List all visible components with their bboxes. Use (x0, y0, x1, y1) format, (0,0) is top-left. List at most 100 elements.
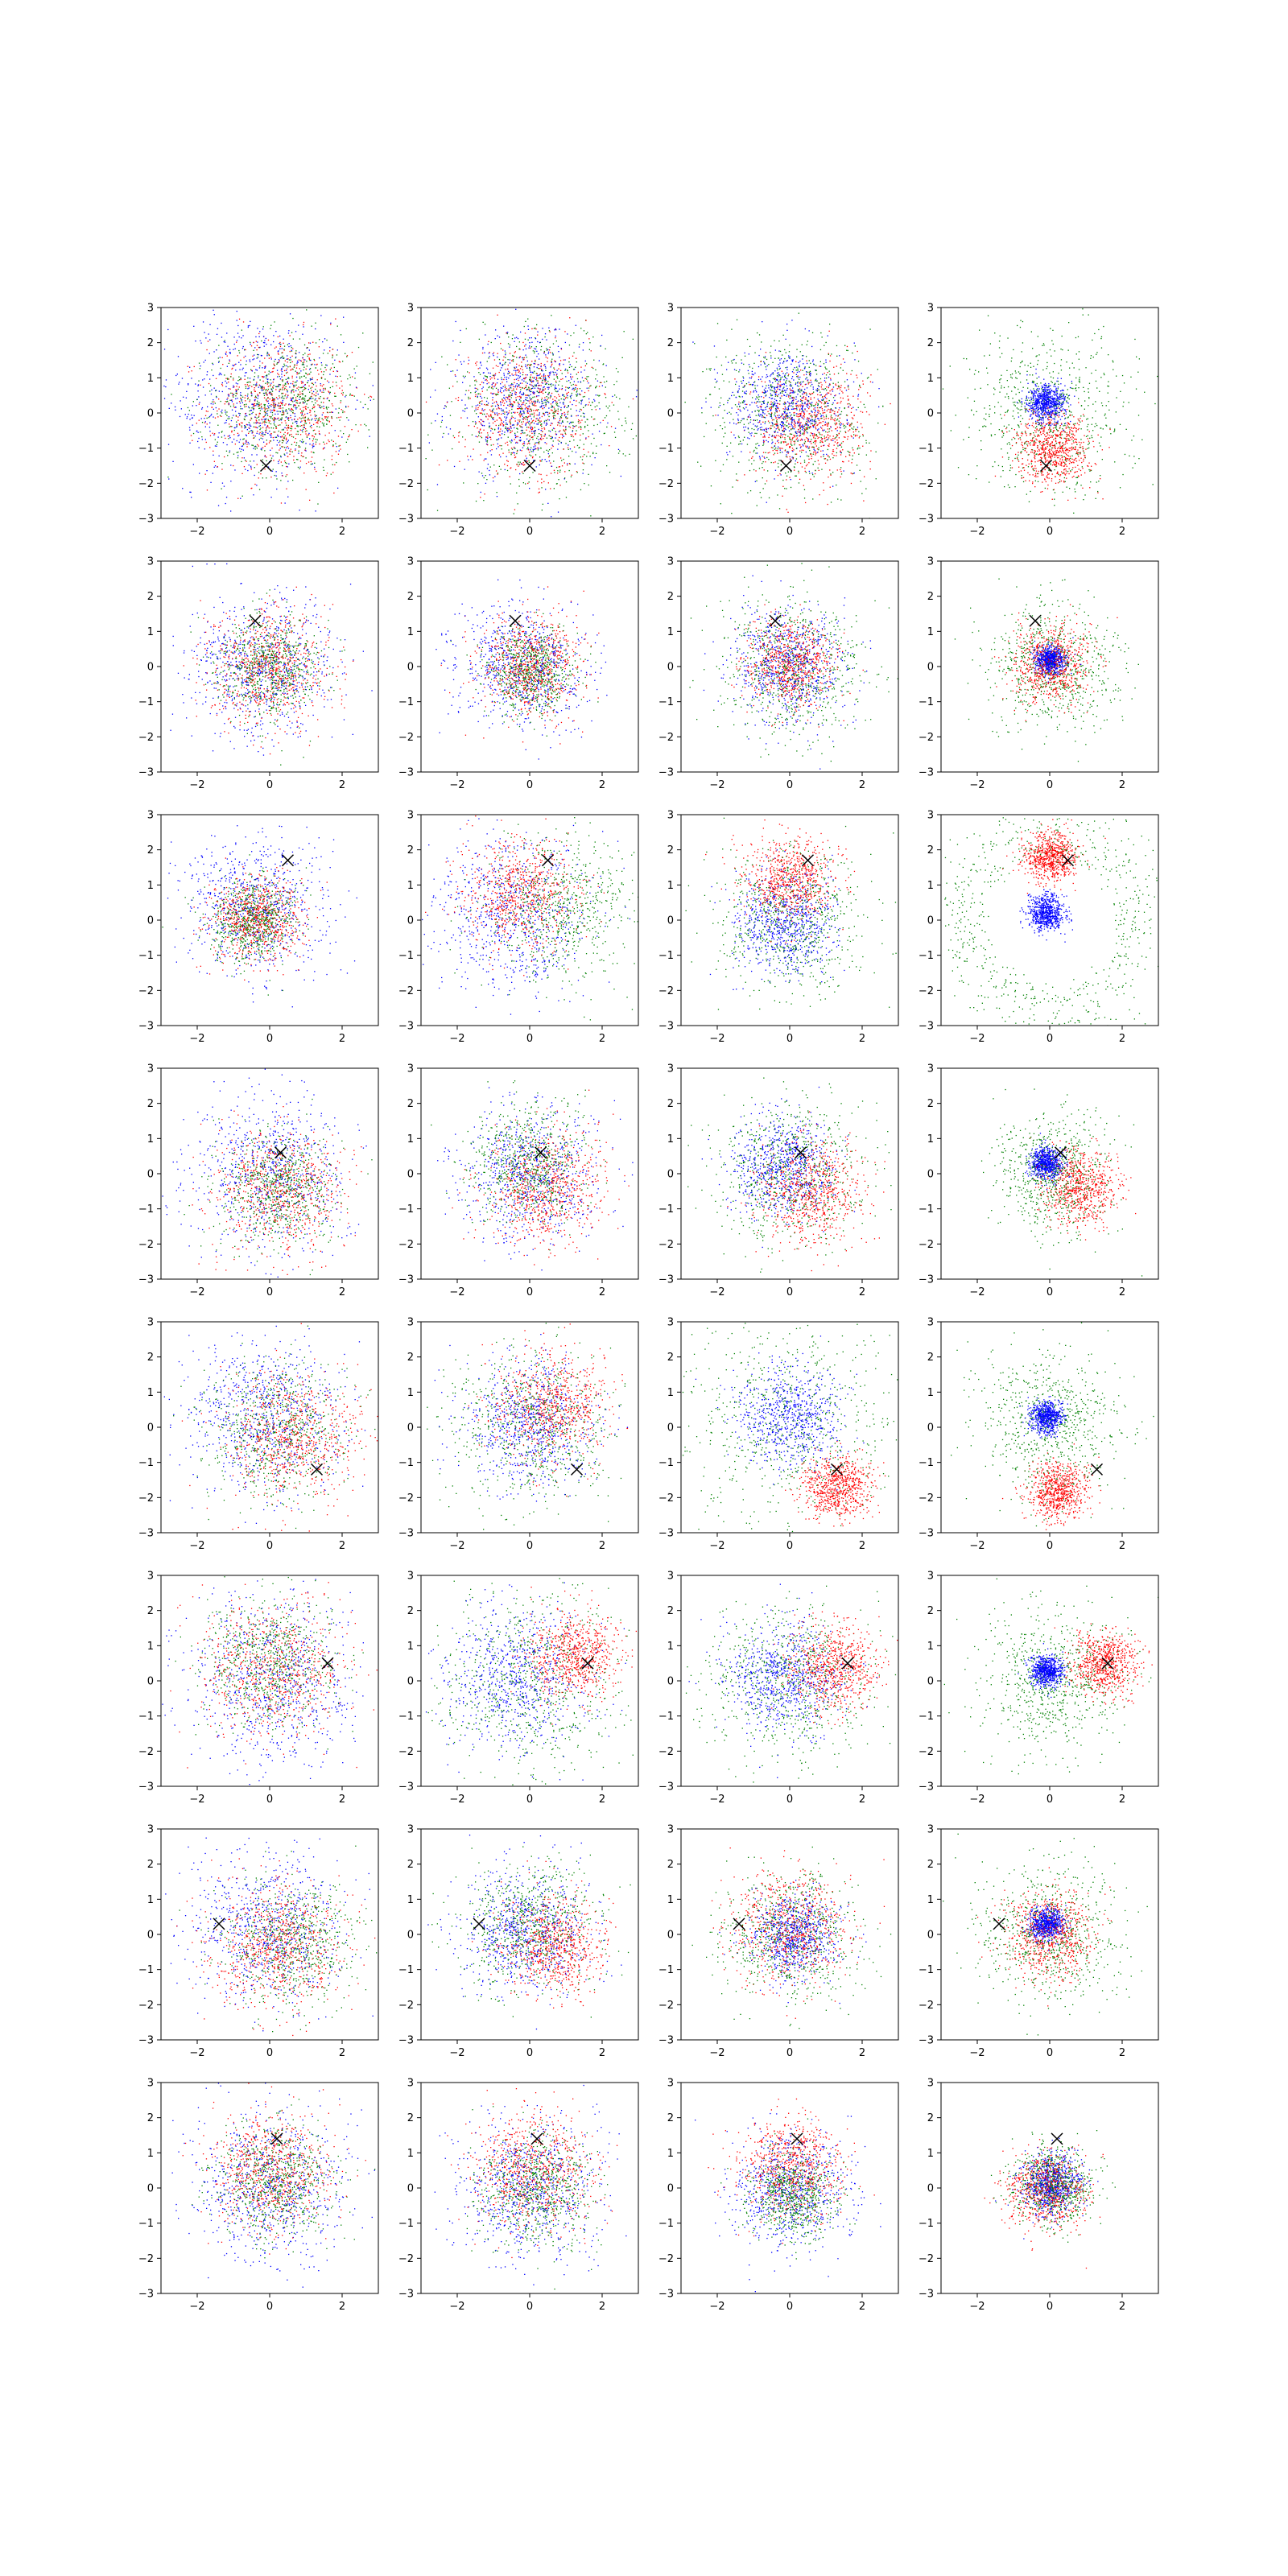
scatter-point (586, 333, 587, 334)
scatter-point (475, 380, 476, 381)
scatter-point (484, 477, 485, 478)
scatter-point (451, 371, 452, 372)
scatter-point (791, 378, 792, 379)
scatter-point (553, 427, 554, 428)
scatter-point (198, 438, 199, 439)
scatter-point (320, 421, 321, 422)
scatter-point (592, 453, 593, 454)
scatter-point (769, 380, 770, 381)
scatter-point (536, 378, 537, 379)
scatter-point (514, 337, 515, 338)
scatter-point (487, 468, 488, 469)
scatter-point (323, 388, 324, 389)
scatter-point (285, 432, 286, 433)
scatter-point (296, 459, 297, 460)
scatter-point (517, 386, 518, 387)
scatter-point (798, 406, 799, 407)
scatter-point (278, 414, 279, 415)
scatter-point (314, 430, 315, 431)
scatter-point (519, 387, 520, 388)
scatter-point (331, 416, 332, 417)
scatter-point (554, 408, 555, 409)
scatter-point (519, 419, 520, 420)
scatter-point (240, 413, 241, 414)
scatter-point (281, 419, 282, 420)
scatter-point (789, 426, 790, 427)
axes-frame (421, 308, 638, 518)
scatter-point (291, 350, 292, 351)
scatter-point (309, 357, 310, 358)
scatter-point (186, 391, 187, 392)
scatter-point (485, 439, 486, 440)
scatter-point (577, 378, 578, 379)
scatter-point (251, 413, 252, 414)
scatter-point (521, 422, 522, 423)
scatter-point (349, 435, 350, 436)
scatter-point (492, 428, 493, 429)
scatter-point (574, 447, 575, 448)
scatter-point (498, 431, 499, 432)
scatter-point (323, 384, 324, 385)
scatter-point (595, 457, 596, 458)
scatter-point (488, 357, 489, 358)
scatter-point (306, 489, 307, 490)
scatter-point (775, 443, 776, 444)
scatter-point (303, 367, 304, 368)
scatter-point (254, 397, 255, 398)
scatter-point (316, 364, 317, 365)
scatter-point (561, 389, 562, 390)
scatter-point (268, 419, 269, 420)
scatter-point (300, 409, 301, 410)
scatter-point (202, 379, 203, 380)
scatter-point (494, 378, 495, 379)
scatter-point (358, 347, 359, 348)
scatter-point (551, 410, 552, 411)
scatter-point (736, 480, 737, 481)
scatter-point (801, 411, 802, 412)
scatter-point (291, 408, 292, 409)
scatter-point (519, 425, 520, 426)
scatter-point (363, 407, 364, 408)
scatter-point (289, 454, 290, 455)
scatter-point (355, 424, 356, 425)
scatter-point (267, 381, 268, 382)
scatter-point (535, 421, 536, 422)
scatter-point (258, 387, 259, 388)
scatter-point (763, 461, 764, 462)
scatter-point (267, 352, 268, 353)
scatter-point (293, 386, 294, 387)
scatter-point (226, 444, 227, 445)
scatter-point (284, 460, 285, 461)
scatter-point (494, 421, 495, 422)
scatter-point (265, 383, 266, 384)
scatter-point (817, 388, 818, 389)
scatter-point (280, 432, 281, 433)
scatter-point (821, 386, 822, 387)
scatter-point (508, 371, 509, 372)
scatter-point (759, 420, 760, 421)
scatter-point (779, 379, 780, 380)
scatter-point (537, 399, 538, 400)
scatter-point (577, 445, 578, 446)
scatter-point (332, 445, 333, 446)
scatter-point (513, 359, 514, 360)
scatter-point (526, 395, 527, 396)
scatter-point (189, 430, 190, 431)
scatter-point (302, 430, 303, 431)
scatter-point (305, 431, 306, 432)
scatter-point (534, 392, 535, 393)
scatter-point (256, 419, 257, 420)
scatter-point (218, 408, 219, 409)
scatter-point (348, 419, 349, 420)
scatter-point (475, 385, 476, 386)
scatter-point (504, 416, 505, 417)
scatter-point (539, 492, 540, 493)
scatter-point (513, 356, 514, 357)
scatter-point (524, 441, 525, 442)
scatter-point (523, 400, 524, 401)
scatter-point (221, 336, 222, 337)
scatter-point (516, 442, 517, 443)
scatter-point (335, 319, 336, 320)
scatter-point (520, 376, 521, 377)
scatter-point (516, 389, 517, 390)
